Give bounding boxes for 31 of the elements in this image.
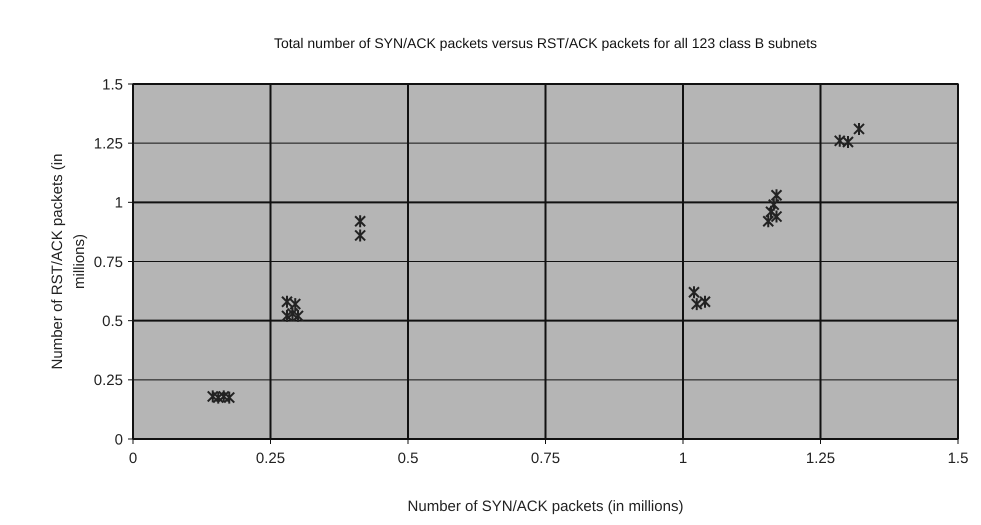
x-tick-label: 0 bbox=[128, 450, 138, 467]
x-tick-label: 1.5 bbox=[948, 450, 968, 467]
chart-title: Total number of SYN/ACK packets versus RST/ACK packets for all 123 class B subnets bbox=[274, 35, 818, 51]
y-tick-label: 1.5 bbox=[102, 76, 123, 94]
point bbox=[206, 389, 219, 404]
point bbox=[770, 188, 782, 202]
y-tick-label: 1.25 bbox=[94, 135, 123, 152]
point bbox=[354, 214, 366, 228]
point bbox=[842, 134, 854, 149]
point bbox=[281, 308, 293, 323]
point bbox=[354, 228, 366, 242]
y-tick-label: 0.5 bbox=[102, 312, 123, 330]
point bbox=[765, 204, 777, 219]
point bbox=[762, 214, 774, 228]
y-tick-label: 1 bbox=[114, 194, 123, 212]
point bbox=[834, 134, 846, 148]
point bbox=[223, 390, 236, 405]
point bbox=[218, 389, 230, 404]
y-tick-label: 0.75 bbox=[94, 254, 123, 271]
point bbox=[212, 390, 224, 405]
x-tick-label: 1 bbox=[678, 450, 688, 467]
point bbox=[853, 122, 865, 136]
x-tick-label: 0.75 bbox=[530, 450, 560, 467]
y-axis-title: Number of RST/ACK packets (in millions) bbox=[49, 154, 88, 370]
x-axis-title: Number of SYN/ACK packets (in millions) bbox=[408, 498, 684, 515]
x-tick-label: 0.5 bbox=[398, 450, 418, 467]
x-tick-label: 1.25 bbox=[806, 450, 836, 467]
x-tick-label: 0.25 bbox=[256, 450, 286, 467]
point bbox=[699, 294, 711, 309]
y-tick-label: 0 bbox=[114, 431, 123, 448]
y-tick-label: 0.25 bbox=[94, 372, 123, 390]
